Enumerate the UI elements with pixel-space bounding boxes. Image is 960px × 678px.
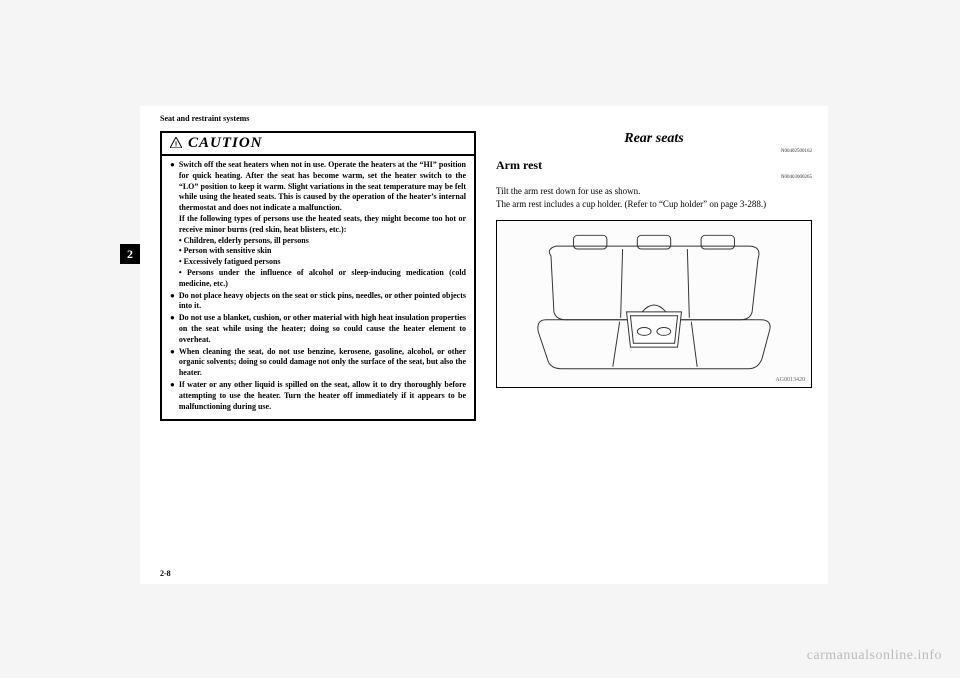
body-text: Tilt the arm rest down for use as shown.	[496, 186, 812, 198]
rear-seat-figure: AG0013420	[496, 220, 812, 388]
caution-body: ●Switch off the seat heaters when not in…	[162, 156, 474, 419]
chapter-tab: 2	[120, 244, 140, 264]
section-header: Seat and restraint systems	[140, 106, 828, 127]
reference-code: N00402500162	[496, 149, 812, 154]
svg-text:!: !	[175, 141, 177, 148]
page-content: ! CAUTION ●Switch off the seat heaters w…	[140, 127, 828, 584]
left-column: ! CAUTION ●Switch off the seat heaters w…	[160, 131, 476, 584]
right-column: Rear seats N00402500162 Arm rest N004030…	[496, 131, 812, 584]
caution-bullet: ●Do not use a blanket, cushion, or other…	[170, 313, 466, 345]
rear-seats-heading: Rear seats	[496, 131, 812, 147]
caution-bullet: ●Switch off the seat heaters when not in…	[170, 160, 466, 290]
caution-box: ! CAUTION ●Switch off the seat heaters w…	[160, 131, 476, 421]
caution-bullet: ●When cleaning the seat, do not use benz…	[170, 347, 466, 379]
reference-code: N00403000265	[496, 175, 812, 180]
warning-icon: !	[170, 137, 182, 151]
page-number: 2-8	[160, 569, 171, 578]
arm-rest-heading: Arm rest	[496, 158, 812, 173]
caution-bullet: ●Do not place heavy objects on the seat …	[170, 291, 466, 313]
caution-label: CAUTION	[188, 135, 263, 152]
watermark: carmanualsonline.info	[807, 648, 942, 664]
figure-reference: AG0013420	[775, 377, 805, 383]
body-text: The arm rest includes a cup holder. (Ref…	[496, 199, 812, 211]
seat-illustration	[497, 221, 811, 387]
caution-bullet: ●If water or any other liquid is spilled…	[170, 380, 466, 412]
caution-title-bar: ! CAUTION	[162, 133, 474, 156]
manual-page: 2 Seat and restraint systems ! CAUTION ●…	[140, 106, 828, 584]
